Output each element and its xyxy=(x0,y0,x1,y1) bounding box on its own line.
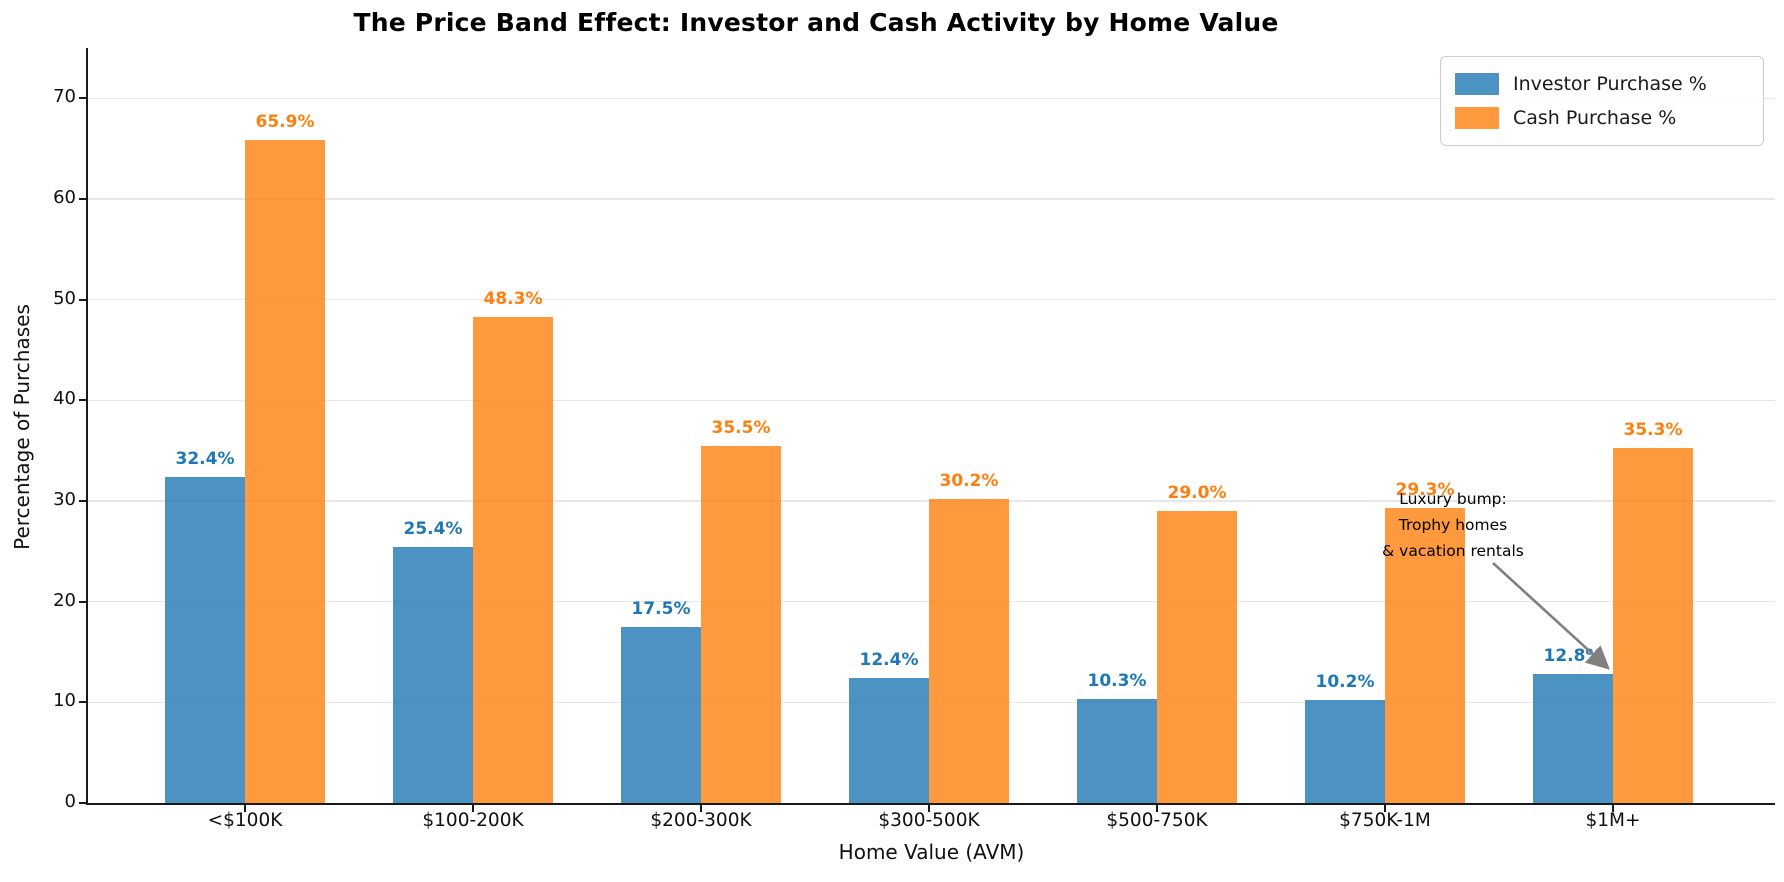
cash-bar-value-label: 65.9% xyxy=(255,111,315,132)
x-tick-mark xyxy=(472,805,474,812)
y-tick-label: 50 xyxy=(53,287,76,309)
gridline xyxy=(88,198,1775,200)
y-tick-mark xyxy=(79,500,86,502)
chart-title: The Price Band Effect: Investor and Cash… xyxy=(353,8,1279,37)
y-axis-spine xyxy=(86,48,88,805)
x-tick-mark xyxy=(1612,805,1614,812)
cash-bar xyxy=(245,139,325,803)
cash-bar-value-label: 29.3% xyxy=(1395,480,1455,501)
investor-bar xyxy=(1077,699,1157,803)
y-tick-label: 30 xyxy=(53,489,76,510)
annotation-line: & vacation rentals xyxy=(1382,542,1524,560)
cash-bar-value-label: 35.5% xyxy=(711,417,771,438)
investor-bar xyxy=(393,547,473,803)
cash-bar xyxy=(1157,511,1237,803)
x-tick-label: $1M+ xyxy=(1585,810,1641,831)
cash-bar-value-label: 35.3% xyxy=(1623,419,1683,440)
gridline xyxy=(88,97,1775,100)
y-tick-label: 0 xyxy=(64,791,76,812)
cash-bar xyxy=(701,445,781,803)
investor-bar-value-label: 10.2% xyxy=(1315,672,1375,693)
investor-bar-value-label: 10.3% xyxy=(1087,671,1147,692)
investor-bar xyxy=(1533,674,1613,803)
y-tick-mark xyxy=(79,802,86,804)
cash-bar xyxy=(1613,447,1693,803)
x-axis-spine xyxy=(86,802,1775,805)
y-tick-mark xyxy=(79,97,86,100)
x-tick-label: $500-750K xyxy=(1106,810,1208,831)
cash-bar-value-label: 48.3% xyxy=(483,288,543,309)
y-tick-label: 60 xyxy=(53,187,76,208)
legend-item: Investor Purchase % xyxy=(1455,67,1749,101)
y-tick-mark xyxy=(79,701,86,704)
y-tick-mark xyxy=(79,399,86,402)
legend-item-label: Cash Purchase % xyxy=(1513,107,1677,129)
legend: Investor Purchase % Cash Purchase % xyxy=(1440,56,1764,146)
cash-bar xyxy=(1385,508,1465,803)
investor-bar xyxy=(1305,700,1385,803)
investor-bar-value-label: 12.8% xyxy=(1543,646,1603,667)
x-tick-label: $200-300K xyxy=(650,810,752,831)
x-tick-label: $300-500K xyxy=(878,810,980,831)
legend-swatch xyxy=(1455,107,1499,129)
x-tick-mark xyxy=(1156,805,1158,812)
y-tick-label: 20 xyxy=(53,589,76,611)
investor-bar-value-label: 17.5% xyxy=(631,598,691,619)
x-tick-label: $100-200K xyxy=(422,810,524,831)
x-tick-mark xyxy=(700,805,702,812)
investor-bar-value-label: 32.4% xyxy=(175,448,235,469)
legend-swatch xyxy=(1455,73,1499,95)
gridline xyxy=(88,399,1775,402)
cash-bar-value-label: 29.0% xyxy=(1167,483,1227,504)
investor-bar xyxy=(165,476,245,803)
investor-bar xyxy=(849,678,929,803)
cash-bar xyxy=(929,499,1009,803)
y-tick-mark xyxy=(79,198,86,200)
x-tick-mark xyxy=(244,805,246,812)
y-tick-label: 10 xyxy=(53,690,76,712)
x-tick-label: $750K-1M xyxy=(1339,810,1431,831)
x-tick-mark xyxy=(928,805,930,812)
annotation-luxury-bump: Luxury bump: Trophy homes & vacation renta… xyxy=(1333,486,1573,564)
y-tick-mark xyxy=(79,298,86,301)
cash-bar-value-label: 30.2% xyxy=(939,470,999,491)
x-tick-label: <$100K xyxy=(207,810,283,831)
investor-bar-value-label: 25.4% xyxy=(403,519,463,540)
y-tick-mark xyxy=(79,600,86,603)
cash-bar xyxy=(473,316,553,803)
y-tick-label: 40 xyxy=(53,388,76,410)
y-tick-label: 70 xyxy=(53,86,76,108)
x-tick-mark xyxy=(1384,805,1386,812)
annotation-line: Trophy homes xyxy=(1398,516,1508,534)
legend-item: Cash Purchase % xyxy=(1455,101,1749,135)
investor-bar xyxy=(621,626,701,803)
plot-area: 0 10 20 30 40 50 60 70 32.4% 65.9% <$100K 25.4% 48.3… xyxy=(53,48,1775,831)
y-axis-label: Percentage of Purchases xyxy=(10,304,34,550)
investor-bar-value-label: 12.4% xyxy=(859,650,919,671)
gridline xyxy=(88,298,1775,301)
legend-item-label: Investor Purchase % xyxy=(1513,73,1707,95)
x-axis-label: Home Value (AVM) xyxy=(838,840,1025,864)
annotation-line: Luxury bump: xyxy=(1399,490,1507,508)
